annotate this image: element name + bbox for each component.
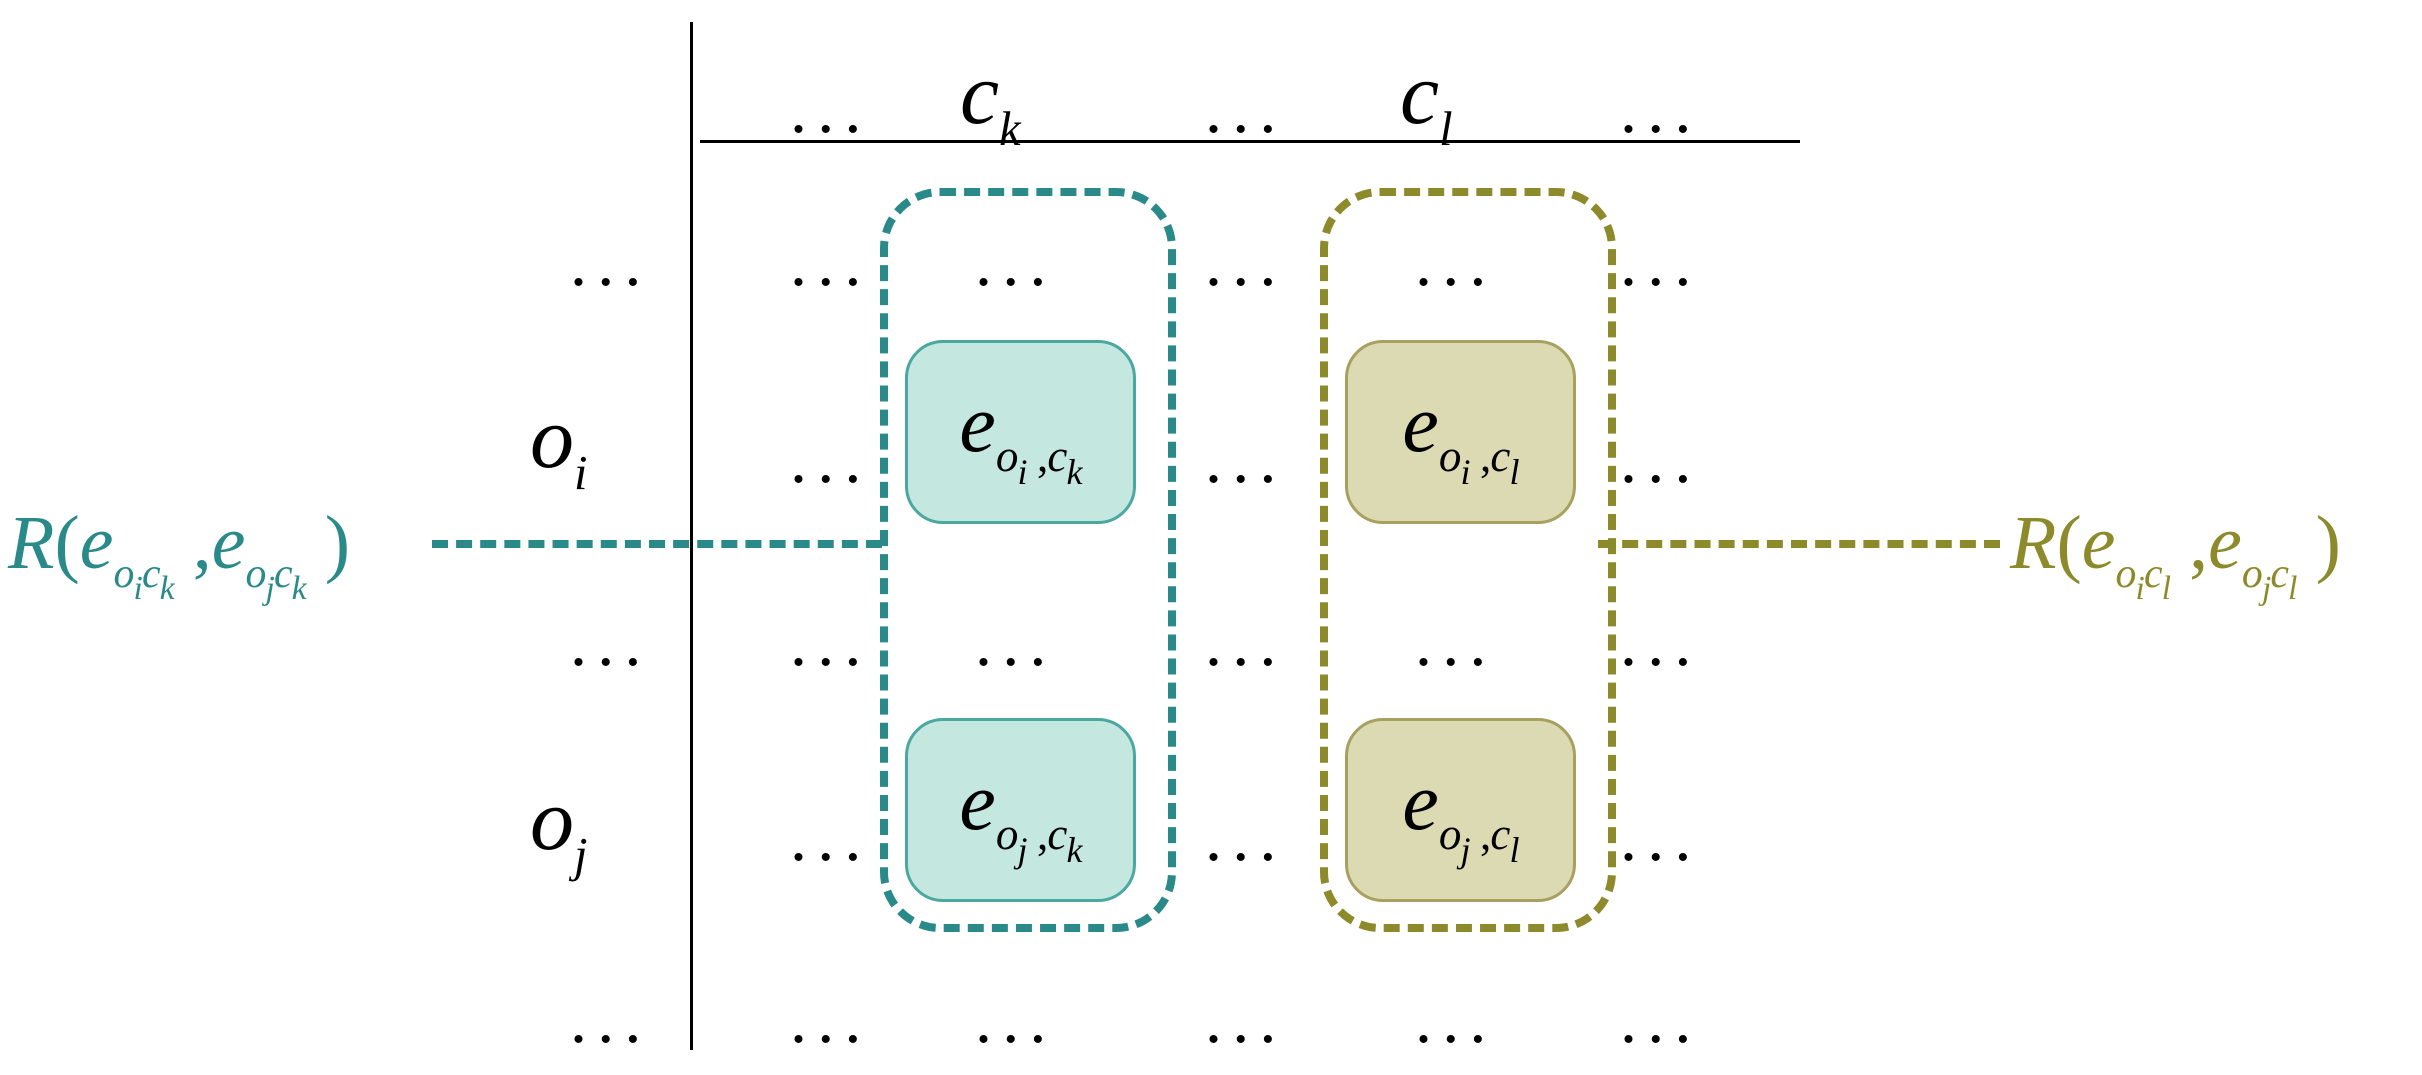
- grid-dots: ...: [1620, 980, 1702, 1059]
- cell-e-oi-ck: eoi ,ck: [905, 340, 1136, 524]
- col-header-dots-3: ...: [1620, 70, 1702, 149]
- cell-e-oj-ck: eoj ,ck: [905, 718, 1136, 902]
- grid-dots: ...: [790, 798, 872, 877]
- col-header-ck-var: c: [960, 46, 999, 143]
- grid-dots: ...: [1205, 603, 1287, 682]
- row-label-dots-top: ...: [570, 223, 652, 302]
- row-label-oj-var: o: [530, 772, 574, 869]
- row-label-oi-sub: i: [574, 447, 586, 500]
- grid-dots: ...: [1415, 980, 1497, 1059]
- grid-dots: ...: [1620, 420, 1702, 499]
- col-header-cl-sub: l: [1439, 103, 1451, 156]
- vertical-axis-line: [690, 22, 693, 1050]
- grid-dots: ...: [1205, 420, 1287, 499]
- grid-dots: ...: [975, 223, 1057, 302]
- grid-dots: ...: [1205, 223, 1287, 302]
- col-header-dots-1: ...: [790, 70, 872, 149]
- col-header-ck: ck: [960, 44, 1020, 145]
- grid-dots: ...: [1415, 223, 1497, 302]
- grid-dots: ...: [975, 603, 1057, 682]
- row-label-oi: oi: [530, 388, 586, 489]
- row-label-oj: oj: [530, 770, 586, 871]
- grid-dots: ...: [1415, 603, 1497, 682]
- grid-dots: ...: [790, 980, 872, 1059]
- row-label-dots-bottom: ...: [570, 980, 652, 1059]
- cell-e-oi-cl: eoi ,cl: [1345, 340, 1576, 524]
- diagram-canvas: ... ck ... cl ... ... oi ... oj ... ....…: [0, 0, 2422, 1075]
- grid-dots: ...: [790, 420, 872, 499]
- grid-dots: ...: [1620, 798, 1702, 877]
- relation-label-right: R(eoicl ,eojcl ): [2010, 500, 2341, 587]
- grid-dots: ...: [1620, 603, 1702, 682]
- grid-dots: ...: [1620, 223, 1702, 302]
- connector-line-right: [1598, 540, 2000, 548]
- col-header-cl: cl: [1400, 44, 1452, 145]
- grid-dots: ...: [790, 223, 872, 302]
- grid-dots: ...: [790, 603, 872, 682]
- grid-dots: ...: [975, 980, 1057, 1059]
- row-label-dots-mid: ...: [570, 603, 652, 682]
- grid-dots: ...: [1205, 798, 1287, 877]
- col-header-cl-var: c: [1400, 46, 1439, 143]
- col-header-ck-sub: k: [999, 103, 1020, 156]
- connector-line-left: [432, 540, 882, 548]
- row-label-oi-var: o: [530, 390, 574, 487]
- row-label-oj-sub: j: [574, 829, 586, 882]
- grid-dots: ...: [1205, 980, 1287, 1059]
- relation-label-left: R(eoick ,eojck ): [8, 500, 350, 587]
- col-header-dots-2: ...: [1205, 70, 1287, 149]
- cell-e-oj-cl: eoj ,cl: [1345, 718, 1576, 902]
